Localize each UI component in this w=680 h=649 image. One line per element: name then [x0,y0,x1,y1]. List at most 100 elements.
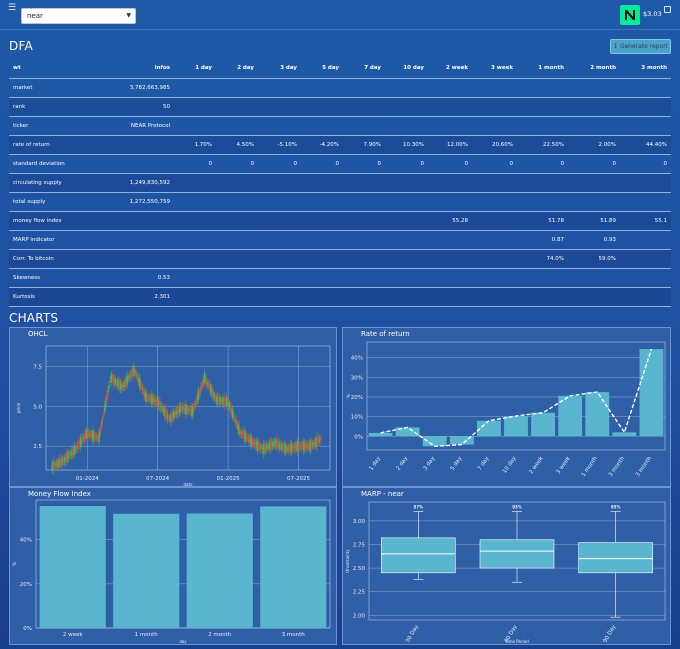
candle-body [148,397,150,399]
table-cell [258,78,301,98]
table-cell [568,268,620,288]
marp-chart: 2.00 2.25 2.50 2.75 3.00 Uncertainty Time Peri… [345,501,666,644]
row-label: standard deviation [9,154,109,174]
table-cell: 44.40% [620,135,671,155]
x-tick-label: 1 month [135,632,159,638]
table-cell [620,192,671,212]
candle-body [318,437,321,443]
hamburger-icon[interactable]: ☰ [8,3,17,13]
asset-price: $3.03 [643,10,662,18]
candle-body [214,397,217,400]
expand-icon[interactable] [664,6,671,13]
candle-body [287,448,289,450]
table-row: total supply 1,272,550,759 [9,192,671,212]
candle-body [263,447,265,451]
candle-body [78,439,80,450]
candle-body [249,438,251,442]
row-label: Corr. To bitcoin [9,249,109,269]
x-tick-label: 3 week [556,455,573,475]
table-cell [620,287,671,307]
candle-body [121,386,124,389]
candle-body [107,390,109,392]
candle-body [316,441,318,443]
y-tick-label: 30% [351,375,363,381]
candle-body [220,400,222,402]
table-row: rate of return 1.70% 4.50% -5.10% -4.20% 7.90… [9,135,671,155]
candle-body [69,454,71,456]
table-cell: 12.00% [428,135,472,155]
candle-body [246,437,248,439]
candle-body [195,399,197,404]
candle-body [181,407,183,409]
table-cell [301,249,343,269]
table-cell [517,287,568,307]
column-header: wt [9,58,109,79]
candle-body [271,440,273,450]
candle-body [144,392,146,398]
candle-body [142,389,144,393]
candle-body [281,447,284,448]
candle-body [314,441,316,445]
candle-body [104,404,106,412]
table-cell [343,97,385,117]
candle-body [315,437,317,448]
candle-body [279,445,281,447]
candle-body [120,382,122,389]
candle-body [110,374,113,383]
candle-body [269,442,271,449]
table-cell: 4.50% [216,135,258,155]
candle-body [184,408,186,410]
y-axis-label: price [16,402,21,412]
candle-body [251,439,254,445]
candle-body [194,403,196,405]
candle-body [70,450,72,456]
candle-body [185,404,187,415]
money-flow-chart-panel: 0% 20% 40%% day 2 week 1 month 2 month 3 month … [9,487,337,645]
table-cell: 1,249,830,592 [109,173,174,193]
candle-body [252,439,254,446]
candle-body [183,406,185,411]
candle-body [150,398,152,400]
candle-body [118,379,120,390]
candle-body [105,399,107,408]
column-header: 3 month [620,58,671,79]
table-cell [385,78,428,98]
table-cell [385,287,428,307]
bar [368,432,393,437]
table-cell [568,116,620,136]
candle-body [168,419,170,420]
candle-body [172,411,175,419]
candle-body [191,405,193,417]
column-header: 5 day [301,58,343,79]
y-tick-label: 2.50 [353,566,366,572]
table-row: circulating supply 1,249,830,592 [9,173,671,193]
table-cell [472,287,517,307]
candle-body [294,445,296,449]
candle-body [74,448,77,451]
candle-body [221,400,223,402]
generate-report-button[interactable]: ↧ Generate report [610,39,671,54]
candle-body [312,444,314,445]
bar [558,395,583,437]
candle-body [259,446,261,448]
candle-body [63,457,66,463]
box [578,542,653,574]
table-cell: 0.87 [517,230,568,250]
candle-body [307,444,310,449]
table-cell [472,230,517,250]
candle-body [94,432,96,441]
table-cell: 0 [428,154,472,174]
candle-body [204,379,207,380]
asset-select[interactable]: near ▼ [21,8,136,24]
table-cell [428,268,472,288]
candle-body [116,380,119,387]
candle-body [222,397,224,405]
candle-body [320,438,322,440]
return-trend-line [380,348,653,447]
candle-body [291,443,293,453]
x-tick-label: 1 day [368,455,382,472]
ohcl-chart: 2.5 5.0 7.5 01-2024 07-2024 01-2025 07-2025 dat… [16,345,331,487]
table-cell: 55.1 [620,211,671,231]
candle-body [306,445,308,448]
table-cell [258,230,301,250]
